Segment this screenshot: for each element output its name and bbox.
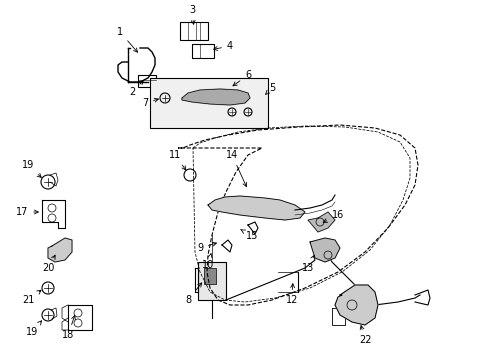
Text: 14: 14 bbox=[225, 150, 246, 186]
Bar bbox=[138, 75, 156, 87]
Text: 18: 18 bbox=[62, 315, 75, 340]
Text: 1: 1 bbox=[117, 27, 137, 52]
Text: 11: 11 bbox=[168, 150, 185, 170]
Text: 16: 16 bbox=[323, 210, 344, 222]
Text: 5: 5 bbox=[265, 83, 275, 94]
Text: 12: 12 bbox=[285, 284, 298, 305]
Text: 2: 2 bbox=[129, 81, 143, 97]
Bar bbox=[192, 44, 214, 58]
Bar bbox=[150, 78, 267, 128]
Polygon shape bbox=[207, 196, 305, 220]
Text: 19: 19 bbox=[22, 160, 41, 177]
Bar bbox=[203, 268, 216, 284]
Text: 15: 15 bbox=[240, 229, 258, 241]
Text: 10: 10 bbox=[202, 253, 214, 270]
Text: 3: 3 bbox=[188, 5, 195, 24]
Text: 7: 7 bbox=[142, 98, 158, 108]
Text: 8: 8 bbox=[184, 283, 201, 305]
Text: 22: 22 bbox=[358, 325, 370, 345]
Polygon shape bbox=[48, 238, 72, 262]
Polygon shape bbox=[309, 238, 339, 262]
Text: 20: 20 bbox=[42, 255, 55, 273]
Text: 4: 4 bbox=[213, 41, 233, 51]
Bar bbox=[180, 22, 207, 40]
Text: 9: 9 bbox=[197, 242, 216, 253]
Polygon shape bbox=[182, 89, 249, 105]
Text: 6: 6 bbox=[232, 70, 250, 86]
Text: 17: 17 bbox=[16, 207, 38, 217]
Text: 13: 13 bbox=[301, 255, 314, 273]
Text: 19: 19 bbox=[26, 321, 41, 337]
Polygon shape bbox=[334, 285, 377, 325]
Text: 21: 21 bbox=[22, 290, 41, 305]
Polygon shape bbox=[307, 212, 334, 232]
Bar bbox=[198, 262, 225, 300]
